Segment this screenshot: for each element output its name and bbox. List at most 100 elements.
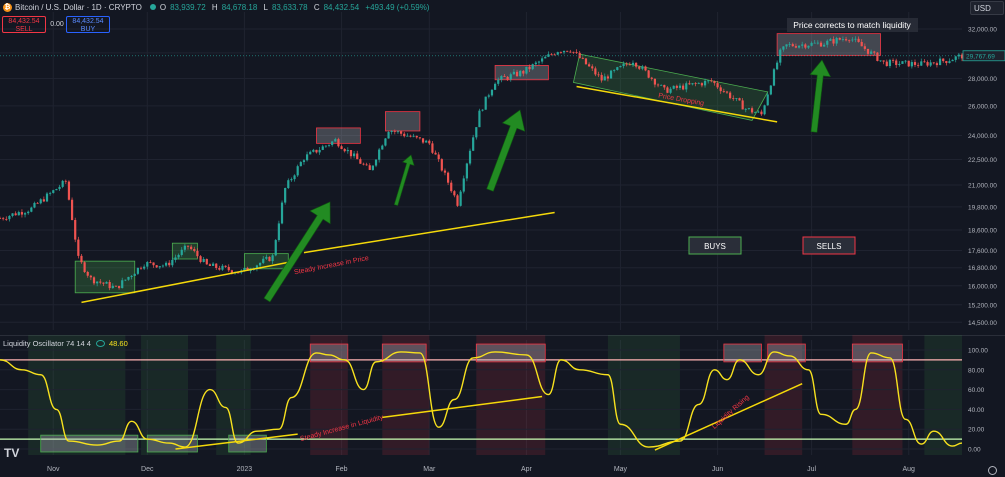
candle-body [873, 51, 876, 53]
candle-body [45, 193, 49, 202]
candle-body [39, 199, 42, 204]
candle-body [67, 181, 71, 200]
candle-body [898, 63, 901, 65]
candle-body [660, 84, 663, 86]
candle-body [619, 66, 622, 68]
candle-body [30, 207, 33, 212]
candle-body [387, 132, 390, 139]
candle-body [61, 180, 64, 187]
osc-y-tick-label: 20.00 [968, 427, 985, 434]
candle-body [478, 110, 481, 128]
candle-body [80, 255, 83, 263]
candle-body [199, 256, 202, 262]
buy-label: BUY [80, 26, 96, 33]
indicator-name: Liquidity Oscillator 74 14 4 [3, 339, 91, 348]
candle-body [136, 267, 139, 274]
candle-body [70, 199, 74, 220]
candle-body [374, 159, 378, 166]
candle-body [152, 262, 155, 266]
currency-selector[interactable]: USD [970, 1, 1004, 15]
buy-button[interactable]: 84,432.54 BUY [66, 16, 110, 33]
sells-label: SELLS [817, 242, 842, 251]
candle-body [111, 285, 114, 289]
candle-body [515, 71, 519, 77]
candle-body [343, 148, 346, 152]
candle-body [653, 78, 657, 85]
candle-body [274, 240, 277, 256]
candle-body [857, 38, 860, 42]
trendline-steady-price-2 [303, 211, 555, 254]
osc-peak-box [767, 343, 806, 363]
candle-body [559, 52, 563, 53]
candle-body [509, 74, 512, 80]
gear-icon[interactable] [988, 466, 997, 475]
candle-body [556, 52, 559, 55]
candle-body [763, 105, 766, 115]
candle-body [954, 56, 957, 60]
candle-body [766, 94, 769, 106]
candle-body [211, 263, 215, 266]
candle-body [2, 218, 5, 220]
x-tick-label: 2023 [237, 466, 253, 473]
candle-body [484, 96, 487, 110]
candle-body [904, 60, 907, 62]
candle-body [782, 46, 785, 50]
candle-body [625, 63, 628, 65]
candle-body [910, 62, 913, 67]
candle-body [11, 213, 14, 216]
y-tick-label: 16,000.00 [968, 283, 997, 290]
candle-body [124, 279, 127, 281]
banner-bg [787, 18, 918, 32]
candle-body [769, 85, 772, 95]
candle-body [663, 84, 666, 88]
osc-y-tick-label: 0.00 [968, 447, 981, 454]
x-tick-label: Apr [521, 466, 533, 473]
symbol-title[interactable]: Bitcoin / U.S. Dollar · 1D · CRYPTO [15, 2, 142, 12]
osc-y-tick-label: 80.00 [968, 367, 985, 374]
candle-body [876, 52, 879, 61]
osc-peak-box [851, 343, 903, 363]
candle-body [819, 42, 823, 47]
candle-body [844, 39, 848, 41]
candle-body [158, 266, 161, 268]
candle-body [672, 85, 675, 89]
candle-body [923, 61, 926, 63]
eye-icon[interactable] [95, 340, 105, 347]
tradingview-logo[interactable]: TV [4, 446, 20, 460]
candle-body [926, 62, 929, 66]
trendline-liquidity-rising [654, 382, 803, 451]
candle-body [340, 146, 343, 149]
candle-body [801, 44, 804, 46]
candle-body [791, 44, 794, 47]
candle-body [262, 258, 265, 263]
indicator-value: 48.60 [108, 339, 128, 348]
candle-body [77, 239, 80, 256]
candle-body [146, 262, 149, 267]
candle-body [230, 270, 233, 274]
candle-body [807, 45, 810, 48]
candle-body [497, 79, 500, 84]
candle-body [133, 273, 136, 276]
candle-body [719, 87, 722, 92]
y-tick-label: 18,600.00 [968, 227, 997, 234]
candle-body [490, 89, 494, 96]
indicator-legend[interactable]: Liquidity Oscillator 74 14 4 48.60 [3, 339, 128, 348]
spread-value: 0.00 [50, 21, 64, 28]
candle-body [205, 258, 208, 265]
candle-body [700, 83, 704, 86]
candle-body [183, 245, 186, 250]
candle-body [603, 76, 606, 81]
candle-body [750, 108, 754, 113]
candle-body [713, 81, 716, 84]
candle-body [293, 175, 296, 180]
candle-body [697, 83, 700, 84]
candle-body [384, 138, 387, 146]
candle-body [42, 199, 45, 202]
candle-body [180, 249, 183, 255]
sell-button[interactable]: 84,432.54 SELL [2, 16, 46, 33]
trendline-price-dropping [576, 85, 778, 123]
candle-body [531, 64, 534, 70]
candle-body [866, 48, 870, 54]
candle-body [36, 202, 39, 204]
